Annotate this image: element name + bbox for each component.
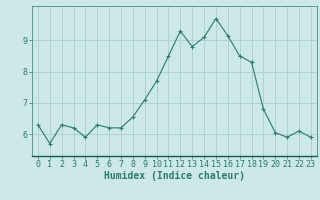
X-axis label: Humidex (Indice chaleur): Humidex (Indice chaleur): [104, 171, 245, 181]
